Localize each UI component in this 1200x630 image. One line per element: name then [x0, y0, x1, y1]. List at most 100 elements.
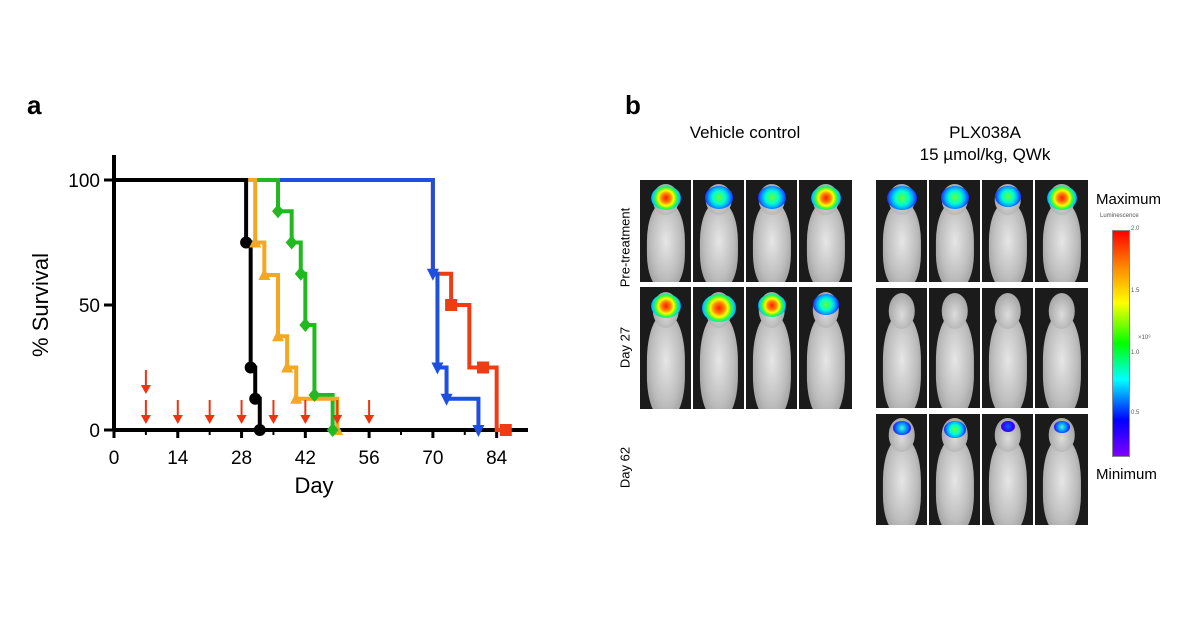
dosing-arrow-head — [172, 415, 183, 424]
group-title-plx-line2: 15 µmol/kg, QWk — [919, 145, 1051, 164]
bioluminescence-signal — [886, 186, 917, 211]
data-point — [272, 204, 284, 219]
mouse-body — [988, 438, 1027, 525]
data-point — [308, 388, 321, 402]
dosing-arrow-head — [140, 385, 151, 394]
data-point — [326, 423, 339, 437]
mouse-image — [693, 287, 746, 409]
mouse-image — [640, 287, 693, 409]
series-line — [114, 178, 262, 430]
data-point — [290, 391, 303, 404]
mouse-image — [799, 180, 852, 282]
mouse-image — [876, 414, 929, 525]
data-point — [240, 236, 253, 249]
mouse-image — [1035, 180, 1088, 282]
mouse-image — [746, 287, 799, 409]
bioluminescence-signal — [704, 186, 733, 209]
dosing-arrow-head — [204, 415, 215, 424]
mouse-image — [1035, 288, 1088, 408]
mouse-body — [646, 202, 685, 282]
dosing-arrow-head — [300, 415, 311, 424]
data-point — [477, 361, 489, 374]
row-label-day27: Day 27 — [617, 326, 633, 369]
mouse-image — [929, 180, 982, 282]
mouse-image — [640, 180, 693, 282]
data-point — [440, 393, 453, 406]
scale-title: Luminescence — [1100, 213, 1139, 219]
row-label-day62: Day 62 — [617, 446, 633, 489]
data-point — [472, 425, 485, 437]
bioluminescence-signal — [701, 294, 736, 322]
image-frame-plx-day62 — [876, 414, 1088, 525]
bioluminescence-signal — [757, 186, 786, 209]
mouse-body — [752, 202, 791, 282]
scale-tick-top: 2.0 — [1131, 226, 1140, 232]
x-tick-label: 14 — [167, 448, 189, 469]
scale-unit: ×10⁹ — [1138, 335, 1151, 341]
bioluminescence-signal — [1046, 186, 1077, 211]
mouse-body — [988, 314, 1027, 408]
y-axis-label: % Survival — [28, 253, 53, 357]
bioluminescence-signal — [650, 294, 681, 319]
scale-min-label: Minimum — [1096, 466, 1157, 483]
data-point — [285, 235, 298, 250]
mouse-body — [806, 202, 845, 282]
image-frame-plx-day27 — [876, 288, 1088, 408]
bioluminescence-signal — [812, 294, 839, 316]
mouse-head — [994, 292, 1021, 329]
x-tick-label: 70 — [422, 448, 443, 469]
dosing-arrow-head — [268, 415, 279, 424]
luminescence-scale-bar — [1112, 230, 1130, 457]
mouse-image — [929, 414, 982, 525]
mouse-image — [746, 180, 799, 282]
data-point — [272, 329, 284, 342]
mouse-image — [1035, 414, 1088, 525]
mouse-body — [988, 202, 1027, 282]
mouse-body — [1042, 202, 1081, 282]
bioluminescence-signal — [892, 420, 911, 436]
mouse-body — [699, 313, 738, 409]
data-point — [299, 318, 312, 332]
data-point — [431, 362, 444, 375]
image-frame-vehicle-day27 — [640, 287, 852, 409]
panel-a-letter: a — [27, 90, 42, 120]
mouse-body — [646, 313, 685, 409]
mouse-head — [941, 292, 968, 329]
data-point — [281, 360, 294, 373]
mouse-image — [982, 288, 1035, 408]
bioluminescence-signal — [1000, 420, 1015, 432]
group-title-vehicle-line1: Vehicle control — [689, 123, 801, 142]
dosing-arrow-head — [364, 415, 375, 424]
bioluminescence-signal — [940, 186, 969, 209]
mouse-body — [882, 314, 921, 408]
data-point — [426, 268, 439, 281]
bioluminescence-signal — [1053, 420, 1070, 434]
data-point — [249, 235, 262, 248]
x-tick-label: 28 — [231, 448, 252, 469]
bioluminescence-signal — [650, 186, 681, 211]
mouse-image — [693, 180, 746, 282]
y-tick-label: 50 — [79, 296, 100, 317]
image-frame-vehicle-pretreatment — [640, 180, 852, 282]
dosing-arrow-head — [140, 415, 151, 424]
dosing-arrow-head — [332, 415, 343, 424]
data-point — [499, 424, 512, 436]
bioluminescence-signal — [943, 420, 966, 439]
bioluminescence-signal — [994, 186, 1021, 207]
mouse-body — [1042, 438, 1081, 525]
scale-tick-mid2: 1.0 — [1131, 350, 1140, 356]
y-tick-label: 100 — [68, 171, 100, 192]
mouse-body — [935, 438, 974, 525]
mouse-head — [888, 292, 915, 329]
data-point — [294, 266, 307, 281]
mouse-body — [699, 202, 738, 282]
group-title-vehicle: Vehicle control — [640, 122, 850, 144]
mouse-body — [935, 314, 974, 408]
mouse-body — [882, 202, 921, 282]
mouse-image — [876, 288, 929, 408]
series-line — [114, 178, 335, 430]
x-axis-label: Day — [294, 473, 333, 498]
mouse-image — [929, 288, 982, 408]
bioluminescence-signal — [757, 294, 786, 317]
x-tick-label: 84 — [486, 448, 508, 469]
